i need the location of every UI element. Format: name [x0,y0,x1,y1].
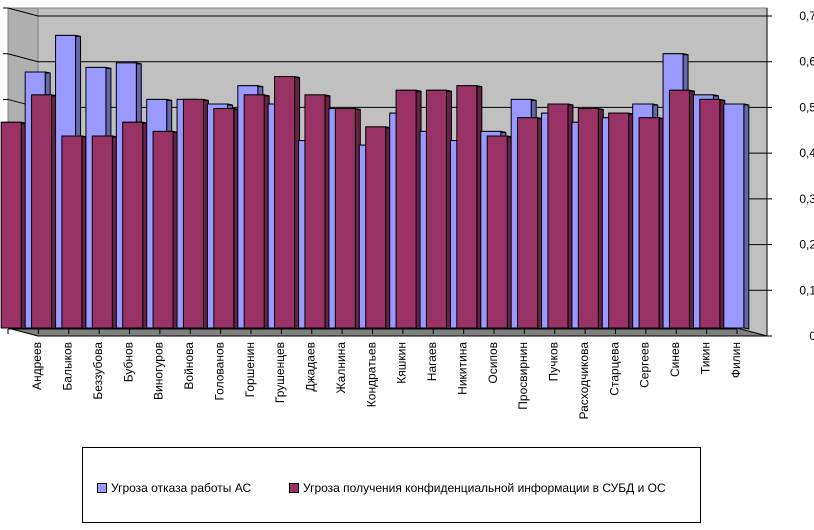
x-tick-label: Джадаев [304,342,318,392]
legend-swatch-series-1 [97,483,107,493]
y-tick-label: 0,2 [799,238,814,252]
bar-series-2 [31,94,53,329]
x-tick-label: Голованов [212,342,226,401]
bar-series-2 [0,121,22,329]
y-tick-label: 0,3 [799,192,814,206]
bar-series-2 [577,108,599,329]
bar-series-2 [517,117,539,329]
bar-series-2 [365,126,387,329]
x-tick-label: Виногуров [152,342,166,400]
bar-series-2 [182,98,204,329]
x-tick-label: Пучков [547,342,561,381]
x-tick-label: Беззубова [91,342,105,400]
x-tick-label: Андреев [30,342,44,390]
bar-series-2 [608,112,630,329]
bar-series-2 [456,85,478,329]
x-tick-label: Нагаев [425,342,439,381]
legend-swatch-series-2 [289,483,299,493]
bar-series-1-side [743,103,750,330]
bar-series-2 [91,135,113,329]
bar-series-2 [334,108,356,329]
x-tick-label: Синев [668,342,682,377]
bar-series-2 [152,130,174,329]
gridline [7,53,767,63]
x-tick-label: Расходчикова [577,342,591,420]
bar-series-2 [638,117,660,329]
bar-series-1 [723,103,745,329]
x-tick-label: Кондратьев [364,342,378,407]
x-tick-label: Балыков [61,342,75,391]
x-tick-label: Старцева [607,342,621,396]
bar-series-2 [395,89,417,329]
y-tick-label: 0,1 [799,283,814,297]
y-tick-label: 0,4 [799,146,814,160]
y-tick-label: 0,7 [799,9,814,23]
y-tick-label: 0,6 [799,55,814,69]
legend-label-series-2: Угроза получения конфиденциальной информ… [303,481,666,495]
bar-series-2 [274,76,296,329]
bar-series-2 [122,121,144,329]
bar-series-2 [668,89,690,329]
x-tick-label: Жалнина [334,342,348,394]
x-tick-label: Грушенцев [273,342,287,403]
legend: Угроза отказа работы АС Угроза получения… [82,447,701,523]
bar-series-2 [486,135,508,329]
x-tick-label: Осипов [486,342,500,384]
bar-series-2 [425,89,447,329]
x-tick-label: Сергеев [638,342,652,388]
x-tick-label: Кяшкин [395,342,409,384]
bar-series-2 [304,94,326,329]
x-tick-label: Войнова [182,342,196,390]
legend-item-series-1: Угроза отказа работы АС [97,481,251,495]
bar-series-2 [243,94,265,329]
x-tick-label: Просвирнин [516,342,530,410]
y-tick-label: 0,5 [799,100,814,114]
y-tick-label: 0 [809,329,814,343]
x-tick-label: Филин [729,342,743,378]
bar-series-2 [61,135,83,329]
legend-item-series-2: Угроза получения конфиденциальной информ… [289,481,666,495]
bar-series-2 [213,108,235,329]
x-tick-label: Горшенин [243,342,257,397]
x-tick-label: Никитина [455,342,469,395]
bar-series-2 [699,98,721,329]
x-tick-label: Тикин [698,342,712,374]
bar-series-2 [547,103,569,329]
legend-label-series-1: Угроза отказа работы АС [111,481,252,495]
x-tick-label: Бубнов [121,342,135,382]
gridline [7,7,767,17]
